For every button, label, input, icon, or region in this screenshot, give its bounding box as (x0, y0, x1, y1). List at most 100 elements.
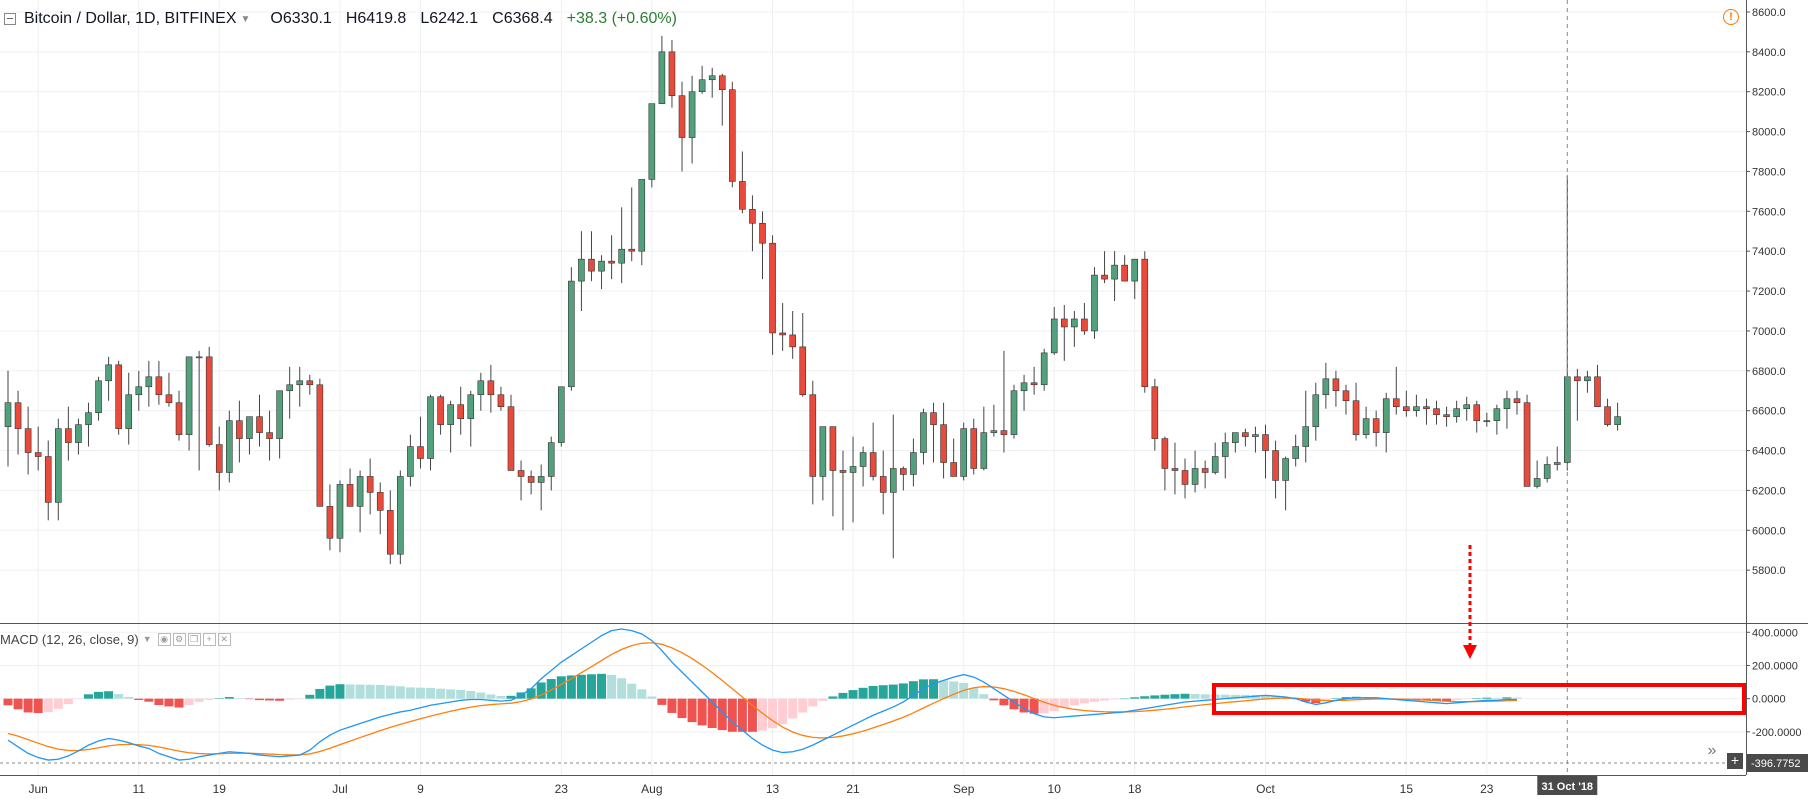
candle-body (598, 260, 605, 272)
macd-histogram-bar (717, 698, 727, 731)
candle-body (1453, 408, 1460, 417)
candle-body (286, 384, 293, 392)
macd-histogram-bar (647, 696, 657, 699)
crosshair-date-label: 31 Oct '18 (1542, 781, 1594, 793)
macd-histogram-bar (214, 698, 224, 699)
candle-body (1141, 258, 1149, 388)
candle-body (105, 364, 112, 382)
price-tick-label: 8000.0 (1752, 127, 1786, 139)
plus-icon[interactable]: + (1727, 753, 1743, 769)
macd-histogram-bar (83, 694, 93, 699)
highlight-box (1212, 683, 1746, 715)
macd-histogram-bar (23, 698, 33, 713)
candle-body (517, 470, 525, 477)
candle-body (85, 412, 92, 425)
macd-histogram-bar (798, 698, 808, 713)
candle-body (809, 394, 817, 477)
candle-body (910, 452, 917, 475)
warning-icon[interactable]: ! (1723, 9, 1739, 25)
macd-histogram-bar (949, 681, 959, 699)
candle-body (1101, 274, 1108, 280)
candle-body (457, 404, 465, 419)
macd-histogram-bar (506, 695, 516, 699)
candle-body (708, 75, 716, 81)
candle-body (467, 394, 475, 419)
caret-down-icon[interactable]: ▼ (142, 634, 152, 644)
macd-last-badge (1747, 754, 1808, 772)
candle-body (1342, 390, 1350, 402)
macd-histogram-bar (526, 688, 536, 699)
candle-body (1392, 398, 1400, 407)
candle-body (185, 356, 193, 435)
double-chevron-right-icon[interactable]: » (1707, 742, 1717, 759)
plus-icon[interactable]: + (202, 632, 216, 646)
price-tick-label: 6400.0 (1752, 446, 1786, 458)
candle-body (578, 258, 585, 282)
candle-body (1242, 432, 1249, 437)
candle-body (246, 416, 253, 439)
candle-body (44, 456, 52, 503)
candle-body (1312, 394, 1320, 427)
candle-body (1030, 382, 1038, 386)
candle-body (125, 394, 133, 429)
eye-icon[interactable]: ◉ (157, 632, 171, 646)
candle-body (1161, 438, 1169, 469)
macd-histogram-bar (436, 688, 446, 699)
close-icon[interactable]: ✕ (217, 632, 231, 646)
candle-body (940, 424, 947, 463)
macd-histogram-bar (727, 698, 737, 732)
macd-histogram-bar (667, 698, 677, 713)
time-tick-label: 21 (846, 782, 860, 796)
time-tick-label: Aug (641, 782, 662, 796)
candle-body (397, 476, 404, 555)
macd-title[interactable]: MACD (12, 26, close, 9) (0, 631, 139, 647)
candle-body (1252, 434, 1259, 437)
candle-body (1272, 450, 1279, 481)
macd-histogram-bar (275, 698, 285, 701)
candle-body (678, 95, 686, 138)
high-value: H6419.8 (345, 10, 407, 27)
time-tick-label: Sep (953, 782, 975, 796)
price-tick-label: 8600.0 (1752, 7, 1786, 19)
macd-histogram-bar (1079, 698, 1089, 704)
candle-body (1574, 376, 1581, 382)
candle-body (869, 452, 877, 477)
candle-body (859, 452, 867, 467)
macd-histogram-bar (1250, 695, 1260, 699)
candle-body (1050, 318, 1058, 354)
collapse-icon[interactable] (4, 13, 16, 25)
copy-icon[interactable]: ❐ (187, 632, 201, 646)
macd-histogram-bar (999, 698, 1009, 706)
candle-body (1262, 434, 1269, 451)
candle-body (799, 346, 807, 396)
price-tick-label: 5800.0 (1752, 565, 1786, 577)
candle-body (628, 248, 636, 252)
caret-down-icon[interactable]: ▼ (240, 13, 251, 25)
macd-histogram-bar (617, 678, 627, 699)
macd-histogram-bar (818, 698, 828, 701)
macd-histogram-bar (808, 698, 818, 707)
time-tick-label: 23 (1480, 782, 1494, 796)
price-tick-label: 6600.0 (1752, 406, 1786, 418)
candle-body (1121, 264, 1128, 282)
candle-body (698, 79, 706, 93)
candle-body (1523, 402, 1531, 487)
candle-body (24, 428, 32, 453)
candle-body (1292, 446, 1299, 459)
macd-histogram-bar (174, 698, 184, 708)
macd-histogram-bar (124, 696, 134, 699)
candle-body (789, 334, 796, 348)
crosshair-date-badge (1537, 776, 1598, 795)
macd-histogram-bar (1220, 694, 1230, 699)
macd-histogram-bar (908, 681, 918, 699)
macd-histogram-bar (184, 698, 194, 706)
gear-icon[interactable]: ⚙ (172, 632, 186, 646)
symbol-title[interactable]: Bitcoin / Dollar, 1D, BITFINEX (24, 10, 237, 27)
candle-body (356, 476, 364, 507)
time-tick-label: Jul (332, 782, 347, 796)
candle-body (950, 462, 957, 477)
macd-histogram-bar (737, 698, 747, 732)
candle-body (376, 492, 384, 511)
candle-body (557, 386, 565, 443)
